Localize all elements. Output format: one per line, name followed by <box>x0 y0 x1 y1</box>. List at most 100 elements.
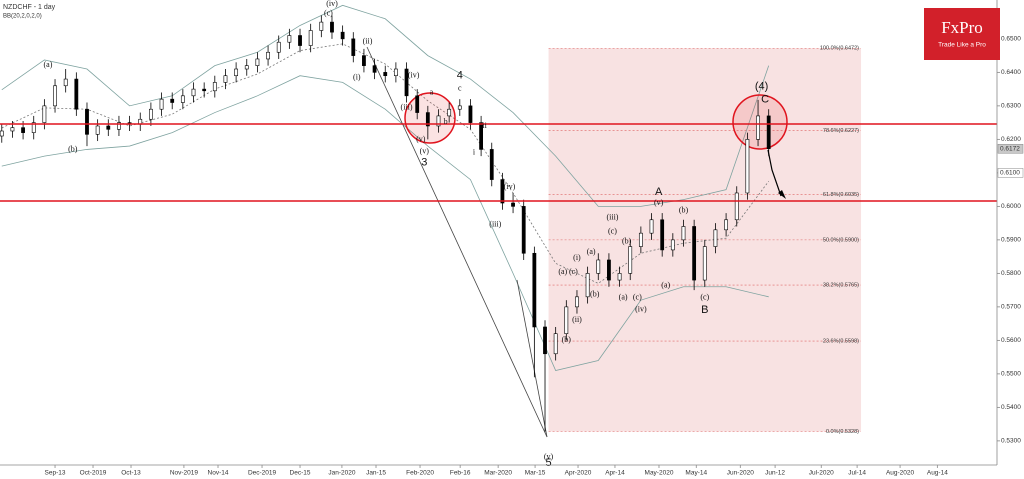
candle-body <box>340 31 345 40</box>
candle-body <box>255 58 260 66</box>
candle-body <box>404 68 409 97</box>
trend-line <box>516 279 548 438</box>
candle-body <box>191 88 196 97</box>
band-lower <box>1 75 769 371</box>
wave-label: (iv) <box>504 182 516 191</box>
wave-label: B <box>701 304 708 316</box>
candle-body <box>244 65 249 70</box>
wave-label: (a) <box>43 60 52 69</box>
wave-label: 3 <box>421 157 427 169</box>
fib-label: 23.6%(0.5598) <box>823 338 859 344</box>
wave-label: c <box>458 84 462 93</box>
candle-body <box>468 105 473 123</box>
logo-name: FxPro <box>941 18 983 37</box>
candle-body <box>95 125 100 135</box>
x-tick-label: May-14 <box>685 470 707 477</box>
candle-body <box>500 179 505 204</box>
candle-body <box>681 226 686 241</box>
wave-label: C <box>761 94 769 106</box>
x-tick-label: Nov-2019 <box>170 470 199 477</box>
wave-label: (c) <box>633 293 642 302</box>
fib-label: 0.0%(0.5328) <box>826 429 859 435</box>
fib-label: 50.0%(0.5900) <box>823 237 859 243</box>
candle-body <box>298 35 302 46</box>
candle-body <box>575 296 579 308</box>
candle-body <box>511 202 515 207</box>
candle-body <box>415 95 420 113</box>
price-tag <box>997 143 1024 154</box>
candle-body <box>553 333 558 355</box>
candle-body <box>212 82 217 92</box>
x-tick-label: Jun-12 <box>765 470 785 477</box>
wave-label: (4) <box>755 81 768 93</box>
wave-label: (iii) <box>401 103 413 112</box>
candle-body <box>532 252 537 328</box>
x-tick-label: Aug-14 <box>927 470 948 477</box>
candle-body <box>159 98 164 110</box>
wave-label: a <box>430 88 434 97</box>
candle-body <box>372 65 377 73</box>
mid-layer <box>0 15 788 438</box>
candle-body <box>106 125 111 130</box>
wave-label: (b) <box>68 145 78 154</box>
wave-label: (b) <box>562 335 572 344</box>
candle-body <box>117 122 121 130</box>
fib-label: 100.0%(0.6472) <box>820 46 859 52</box>
logo-box <box>924 8 1000 60</box>
candle-body <box>713 229 718 247</box>
x-tick-label: Aug-2020 <box>886 470 915 477</box>
price-tag <box>997 168 1024 178</box>
wave-label: (a) <box>558 267 567 276</box>
candle-body <box>0 130 4 137</box>
wave-label: (iv) <box>635 305 647 314</box>
wave-label: (b) <box>622 237 632 246</box>
candle-body <box>393 68 398 77</box>
y-tick-label: 0.6300 <box>1001 103 1021 110</box>
x-tick-label: Feb-16 <box>450 470 471 477</box>
wave-label: (iv) <box>408 71 420 80</box>
candle-body <box>202 88 207 92</box>
candle-body <box>521 206 526 254</box>
wave-label: (a) <box>587 247 596 256</box>
y-tick-label: 0.5900 <box>1001 237 1021 244</box>
candle-body <box>425 112 430 127</box>
wave-label: i <box>473 148 476 157</box>
wave-label: ii <box>482 121 487 130</box>
wave-label: (ii) <box>363 37 373 46</box>
band-upper <box>1 4 770 207</box>
x-tick-label: Mar-15 <box>525 470 546 477</box>
candle-body <box>489 149 494 180</box>
wave-label: (v) <box>416 135 426 144</box>
candle-body <box>692 226 697 281</box>
x-tick-label: Jun-2020 <box>727 470 754 477</box>
wave-label: (i) <box>353 73 361 82</box>
wave-label: (c) <box>324 9 333 18</box>
candle-body <box>607 259 611 281</box>
x-tick-label: Apr-14 <box>605 470 625 477</box>
x-tick-label: Oct-13 <box>121 470 141 477</box>
indicator-label: BB(20,2,0,2,0) <box>3 14 42 20</box>
candle-body <box>734 192 739 221</box>
wave-label: (a) <box>661 281 670 290</box>
candle-body <box>351 38 356 56</box>
fib-label: 78.6%(0.6227) <box>823 128 859 134</box>
candle-body <box>223 75 228 83</box>
candle-body <box>31 122 36 133</box>
candle-body <box>628 246 633 274</box>
under-layer <box>1 4 862 432</box>
fib-label: 38.2%(0.5765) <box>823 283 859 289</box>
x-tick-label: Dec-2019 <box>248 470 277 477</box>
trend-line <box>366 46 548 438</box>
candle-body <box>479 122 484 150</box>
candle-body <box>596 259 601 274</box>
candle-body <box>638 232 643 247</box>
candle-body <box>756 115 760 140</box>
y-tick-label: 0.6200 <box>1001 136 1021 143</box>
y-tick-label: 0.5700 <box>1001 304 1021 311</box>
forecast-arrow <box>767 149 782 197</box>
band-middle <box>1 43 770 284</box>
y-tick-label: 0.6400 <box>1001 69 1021 76</box>
candle-body <box>74 78 79 110</box>
